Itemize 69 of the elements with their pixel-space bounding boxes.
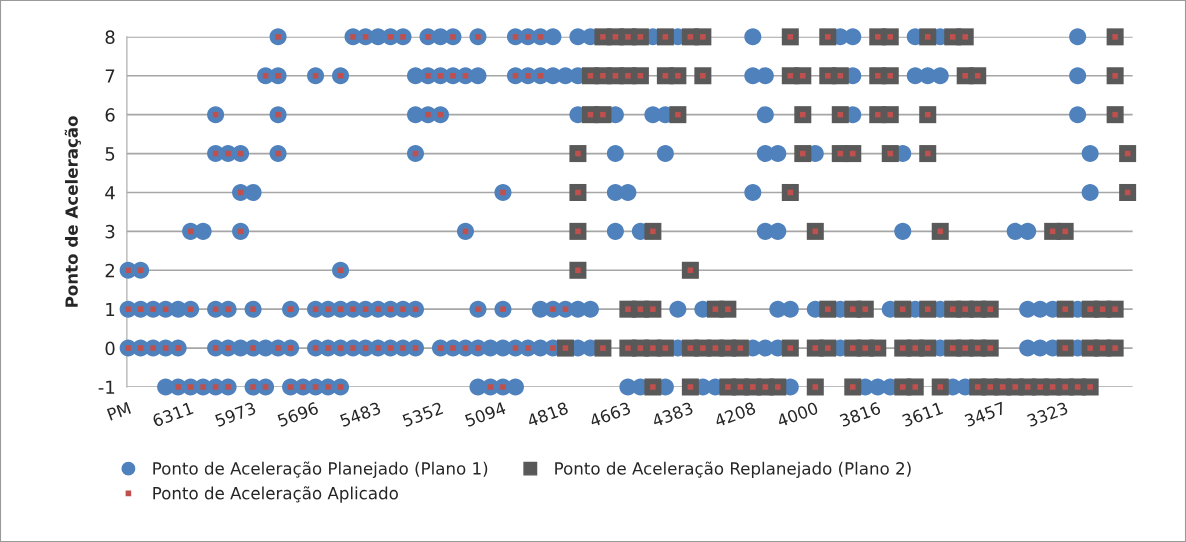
x-tick-label: 3611	[901, 401, 944, 428]
point	[769, 145, 787, 163]
point	[744, 183, 762, 201]
point	[469, 67, 487, 85]
point	[831, 106, 849, 124]
point	[806, 222, 824, 240]
y-tick-label: 4	[105, 186, 115, 200]
point	[769, 222, 787, 240]
point	[669, 106, 687, 124]
point	[1069, 67, 1087, 85]
y-tick-label: 7	[105, 69, 115, 83]
x-tick-label: PM	[106, 401, 131, 421]
point	[1081, 145, 1099, 163]
point	[969, 67, 987, 85]
x-tick-label: 6311	[151, 401, 194, 428]
legend-label: Ponto de Aceleração Planejado (Plano 1)	[153, 461, 488, 478]
x-tick-label: 3323	[1026, 401, 1069, 428]
point	[1069, 28, 1087, 46]
y-tick-label: 6	[105, 108, 115, 122]
point	[1081, 183, 1099, 201]
x-tick-label: 4208	[713, 401, 757, 428]
point	[844, 28, 862, 46]
point	[794, 106, 812, 124]
x-tick-label: 3816	[839, 401, 882, 428]
point	[1106, 106, 1124, 124]
point	[681, 261, 699, 279]
x-tick-label: 5094	[464, 401, 507, 428]
x-tick-label: 3457	[964, 401, 1006, 428]
legend-label: Ponto de Aceleração Aplicado	[153, 486, 398, 503]
point	[606, 145, 624, 163]
point	[544, 28, 562, 46]
point	[669, 300, 687, 318]
point	[594, 106, 612, 124]
x-tick-label: 4818	[526, 401, 569, 428]
point	[731, 339, 749, 357]
point	[756, 106, 774, 124]
y-tick-label: 8	[105, 30, 115, 44]
point	[619, 183, 637, 201]
y-tick-label: 5	[105, 147, 115, 161]
y-tick-label: 0	[105, 341, 115, 356]
point	[806, 378, 824, 396]
point	[781, 339, 799, 357]
x-tick-label: 5973	[214, 401, 257, 428]
legend-label: Ponto de Aceleração Replanejado (Plano 2)	[555, 461, 911, 478]
point	[881, 106, 899, 124]
point	[681, 378, 699, 396]
y-tick-label: -1	[98, 380, 115, 394]
x-tick-label: 5352	[401, 401, 444, 428]
point	[194, 222, 212, 240]
point	[781, 183, 799, 201]
x-tick-label: 5696	[277, 401, 319, 428]
point	[1019, 222, 1037, 240]
point	[919, 106, 937, 124]
point	[1069, 106, 1087, 124]
point	[244, 183, 262, 201]
x-tick-label: 4663	[588, 401, 632, 428]
x-tick-label: 5483	[339, 401, 382, 428]
point	[656, 145, 674, 163]
x-tick-label: 4000	[776, 401, 819, 428]
point	[894, 222, 912, 240]
y-tick-label: 3	[105, 224, 115, 239]
point	[744, 28, 762, 46]
y-axis-title: Ponto de Aceleração	[64, 116, 81, 307]
y-tick-label: 2	[105, 263, 114, 278]
y-tick-label: 1	[106, 302, 115, 317]
point	[606, 222, 624, 240]
point	[831, 67, 849, 85]
x-tick-label: 4383	[651, 401, 694, 428]
point	[781, 28, 799, 46]
